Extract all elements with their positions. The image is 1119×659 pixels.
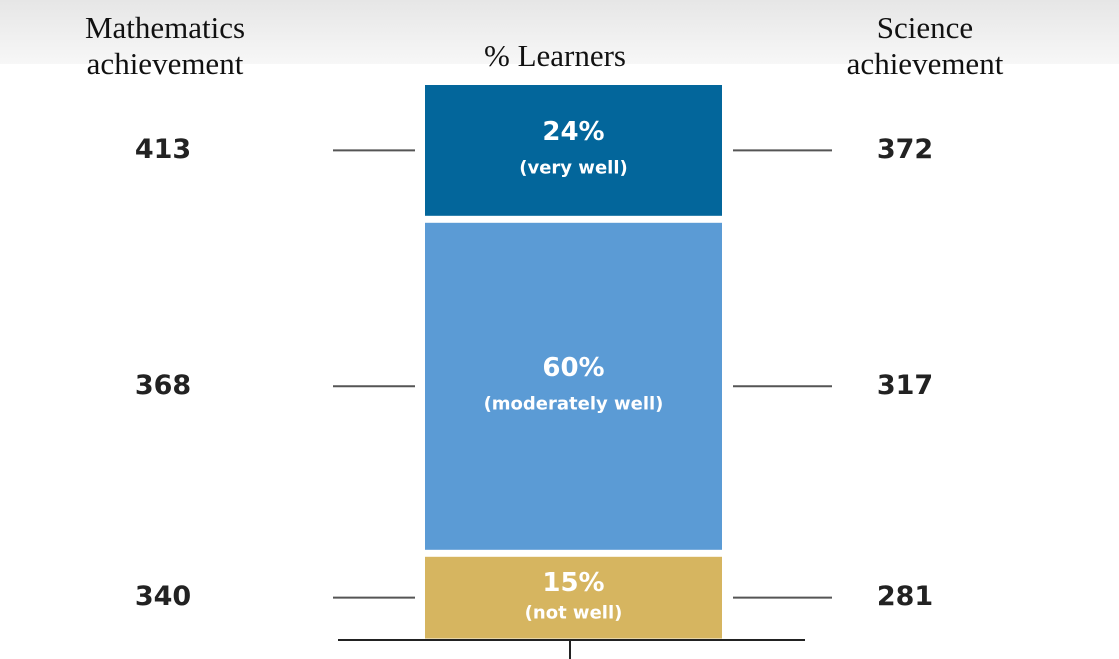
bar-segment [425,556,722,639]
segment-value: 15% [542,568,604,598]
bar-segment [425,222,722,550]
math-score: 368 [135,370,191,401]
segment-value: 60% [542,353,604,383]
bar-segment [425,85,722,216]
segment-value: 24% [542,117,604,147]
top-band [0,0,1119,64]
segment-label: (moderately well) [484,393,664,414]
center-title: % Learners [484,38,626,73]
science-score: 372 [877,134,933,165]
math-score: 340 [135,581,191,612]
math-score: 413 [135,134,191,165]
science-score: 281 [877,581,933,612]
right-title: Science achievement [846,10,1004,81]
science-score: 317 [877,370,933,401]
segment-label: (very well) [519,157,627,178]
segment-label: (not well) [525,603,623,624]
left-title: Mathematics achievement [84,10,246,81]
